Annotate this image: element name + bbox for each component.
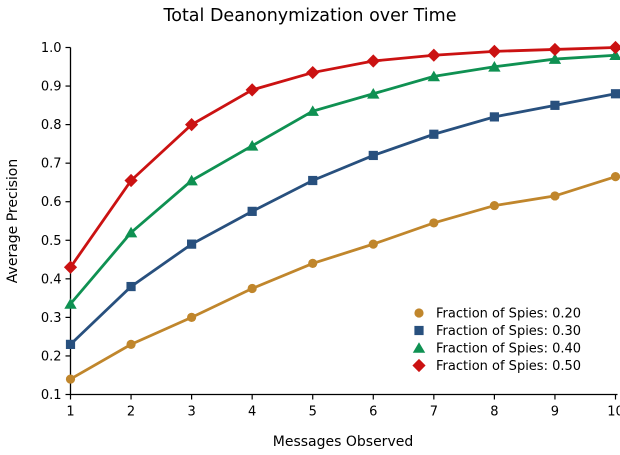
y-tick-label: 0.3	[41, 311, 62, 326]
y-tick-label: 0.2	[41, 349, 62, 364]
data-point-marker	[247, 283, 257, 294]
data-series	[63, 40, 620, 384]
legend-marker-diamond	[412, 358, 426, 373]
y-tick-label: 0.1	[41, 388, 62, 403]
chart-title: Total Deanonymization over Time	[163, 6, 457, 26]
series-circle	[65, 172, 620, 384]
data-point-marker	[367, 87, 380, 99]
series-line	[69, 53, 616, 305]
y-tick-label: 0.6	[41, 195, 62, 210]
y-tick-label: 0.4	[41, 272, 62, 287]
x-axis-label: Messages Observed	[273, 434, 413, 450]
x-tick-label: 3	[187, 405, 195, 420]
data-point-marker	[550, 191, 560, 201]
legend-marker-circle	[414, 308, 424, 318]
legend-label: Fraction of Spies: 0.50	[436, 359, 581, 374]
legend-marker-square	[414, 325, 424, 336]
data-point-marker	[124, 226, 138, 238]
series-triangle	[64, 49, 620, 309]
legend-item: Fraction of Spies: 0.20	[414, 307, 581, 322]
data-point-marker	[609, 49, 620, 61]
data-point-marker	[126, 339, 136, 349]
legend-item: Fraction of Spies: 0.30	[414, 324, 581, 339]
data-point-marker	[610, 89, 620, 99]
series-line	[69, 175, 616, 381]
x-tick-label: 7	[430, 405, 438, 420]
data-point-marker	[488, 60, 501, 72]
x-tick-label: 1	[66, 405, 74, 420]
data-point-marker	[245, 83, 259, 97]
data-point-marker	[187, 239, 197, 249]
data-point-marker	[548, 42, 562, 57]
x-tick-label: 9	[551, 405, 559, 420]
data-point-marker	[245, 140, 259, 151]
data-point-marker	[550, 100, 560, 110]
data-point-marker	[429, 129, 439, 139]
data-point-marker	[610, 172, 620, 182]
y-tick-label: 0.8	[41, 118, 62, 133]
data-point-marker	[185, 174, 198, 186]
legend: Fraction of Spies: 0.20 Fraction of Spies…	[412, 307, 581, 374]
y-axis-label: Average Precision	[5, 159, 21, 283]
data-point-marker	[187, 312, 197, 322]
series-diamond	[63, 40, 620, 274]
legend-label: Fraction of Spies: 0.40	[436, 342, 581, 357]
data-point-marker	[247, 206, 257, 216]
data-point-marker	[64, 298, 77, 309]
x-tick-label: 10	[607, 405, 620, 420]
legend-label: Fraction of Spies: 0.20	[436, 307, 581, 322]
data-point-marker	[368, 150, 378, 161]
data-point-marker	[65, 339, 76, 349]
series-line	[69, 92, 616, 346]
data-point-marker	[308, 175, 318, 186]
legend-marker-triangle	[412, 342, 426, 353]
x-tick-label: 2	[127, 405, 135, 420]
legend-item: Fraction of Spies: 0.50	[412, 358, 581, 374]
y-tick-label: 0.9	[41, 80, 62, 95]
data-point-marker	[308, 258, 318, 269]
data-point-marker	[306, 105, 319, 116]
data-point-marker	[427, 48, 441, 62]
x-tick-label: 5	[309, 405, 317, 420]
data-point-marker	[429, 218, 439, 228]
data-point-marker	[63, 260, 78, 274]
data-point-marker	[489, 200, 499, 211]
x-tick-label: 6	[369, 405, 377, 420]
data-point-marker	[489, 112, 499, 122]
data-point-marker	[126, 281, 136, 292]
legend-item: Fraction of Spies: 0.40	[412, 342, 581, 357]
x-tick-label: 4	[248, 405, 256, 420]
data-point-marker	[487, 44, 501, 58]
data-point-marker	[427, 70, 441, 82]
data-point-marker	[608, 40, 620, 55]
data-point-marker	[368, 239, 378, 249]
data-point-marker	[65, 374, 76, 384]
legend-label: Fraction of Spies: 0.30	[436, 324, 581, 339]
data-point-marker	[185, 118, 199, 132]
data-point-marker	[124, 173, 138, 188]
y-tick-label: 0.7	[41, 157, 62, 172]
x-tick-label: 8	[490, 405, 498, 420]
y-tick-label: 1.0	[41, 41, 62, 56]
y-tick-label: 0.5	[41, 234, 62, 249]
data-point-marker	[306, 65, 320, 80]
data-point-marker	[366, 54, 380, 68]
axes: 0.1 0.2 0.3 0.4 0.5 0.6 0.7 0.8 0.9 1.0 1 2 3 4 5 6 7 8 9 1…	[41, 41, 620, 420]
series-square	[65, 89, 620, 349]
series-line	[69, 46, 616, 269]
data-point-marker	[548, 53, 562, 64]
